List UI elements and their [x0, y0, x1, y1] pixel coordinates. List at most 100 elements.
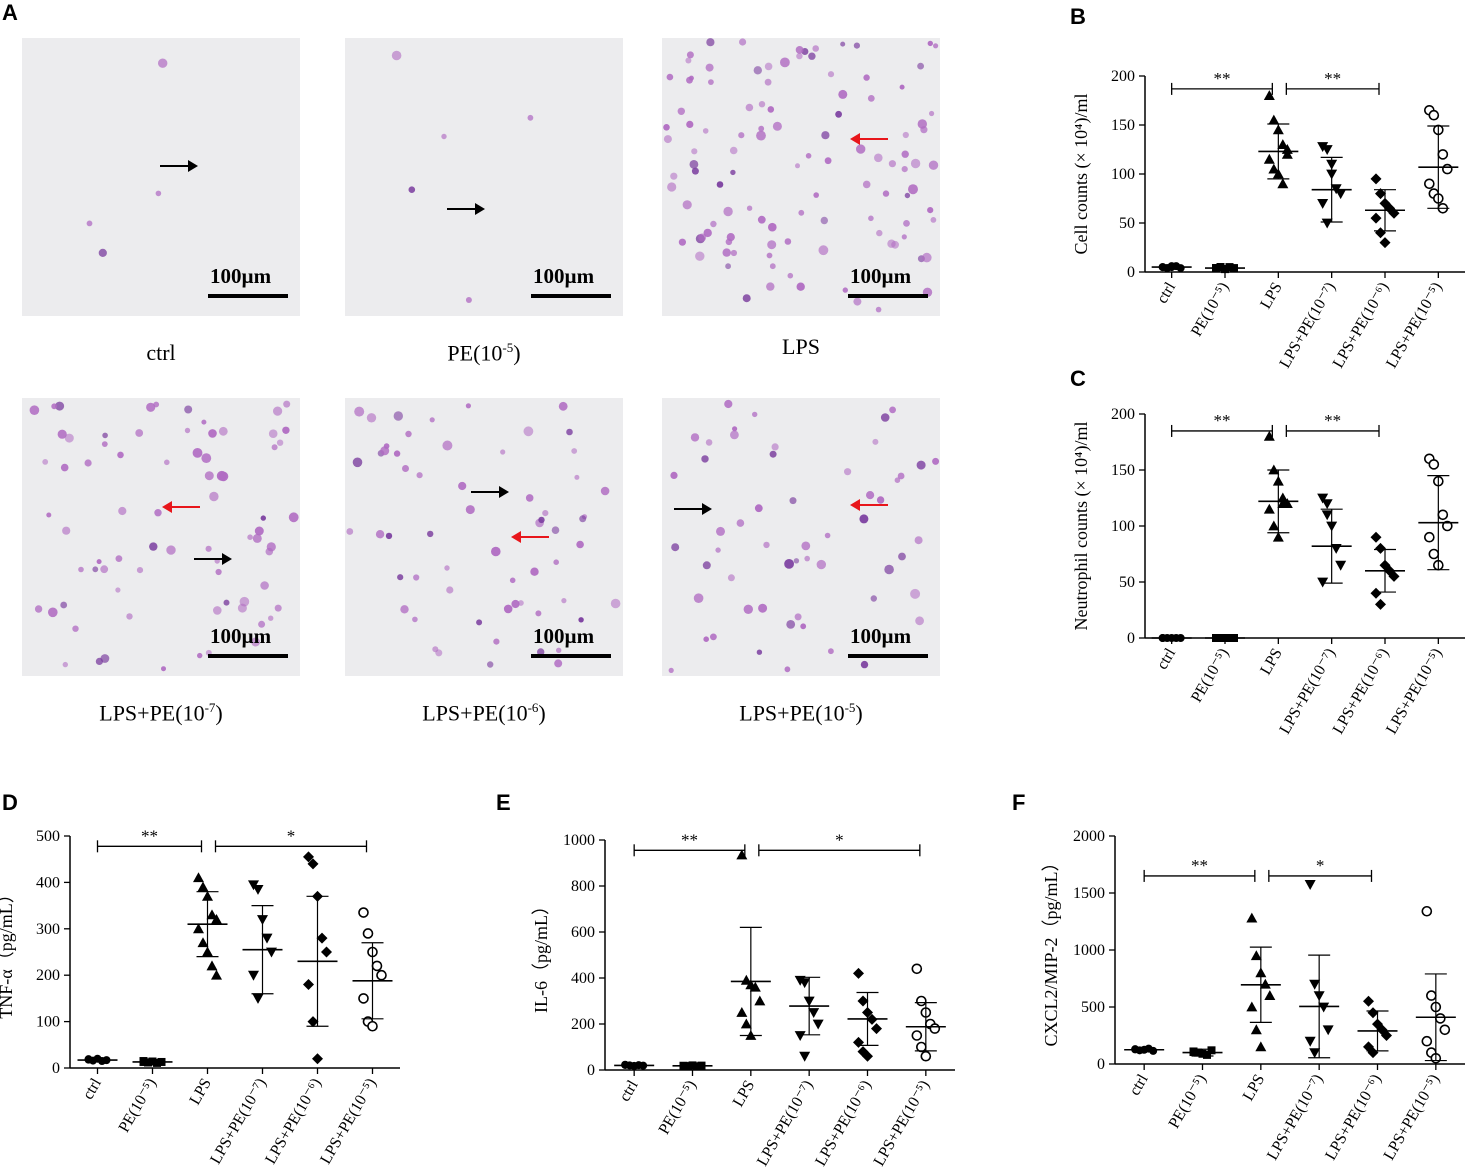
cell: [542, 510, 549, 517]
cell: [153, 401, 160, 408]
cell: [266, 542, 276, 552]
cell: [115, 555, 123, 562]
cell: [197, 652, 203, 659]
cell: [742, 294, 751, 303]
cell: [853, 297, 862, 306]
cell: [727, 574, 735, 582]
data-point: [1309, 1048, 1321, 1059]
cell: [752, 411, 758, 418]
y-tick-label: 200: [36, 967, 60, 984]
x-tick-label: LPS+PE(10⁻⁶): [1322, 1072, 1385, 1164]
cell: [154, 509, 162, 517]
cell: [678, 238, 686, 246]
x-tick-label: PE(10⁻⁵): [656, 1078, 700, 1138]
micrograph-lps: 100µm: [662, 38, 940, 316]
cell: [48, 607, 58, 618]
cell: [205, 545, 212, 552]
cell: [208, 429, 217, 438]
data-point: [1203, 1050, 1211, 1059]
cell: [705, 439, 713, 446]
cell: [184, 427, 191, 434]
y-tick-label: 0: [52, 1060, 60, 1077]
cell: [686, 51, 694, 59]
red-arrow-icon: [162, 501, 200, 513]
data-point: [358, 993, 369, 1004]
cell: [929, 110, 935, 117]
data-point: [740, 1018, 752, 1029]
data-point: [248, 970, 259, 981]
cell: [793, 558, 800, 564]
data-point: [211, 969, 222, 980]
y-tick-label: 100: [1111, 518, 1135, 535]
data-point: [1322, 1025, 1334, 1036]
x-tick-label: PE(10⁻⁵): [1166, 1072, 1210, 1132]
data-point: [1381, 1030, 1392, 1041]
cell: [828, 648, 834, 655]
cell: [408, 186, 416, 193]
cell: [743, 604, 753, 614]
cell: [927, 207, 934, 214]
cell: [932, 457, 940, 465]
cell: [821, 131, 830, 140]
cell: [223, 599, 230, 606]
y-tick-label: 200: [571, 1016, 595, 1033]
x-tick-label: LPS+PE(10⁻⁷): [1276, 646, 1339, 738]
data-point: [1250, 1024, 1262, 1035]
data-point: [303, 851, 314, 863]
cell: [730, 169, 736, 176]
cell: [930, 217, 937, 223]
cell: [95, 657, 103, 665]
panel-label-d: D: [2, 790, 18, 815]
micrograph-pe5: 100µm: [345, 38, 623, 316]
data-point: [197, 881, 209, 892]
scale-bar: [208, 654, 288, 658]
cell: [493, 638, 500, 645]
scale-bar: [848, 294, 928, 298]
cell: [115, 587, 121, 593]
data-point: [1424, 531, 1435, 543]
cell: [576, 540, 584, 549]
data-point: [862, 1050, 873, 1062]
data-point: [857, 995, 869, 1007]
micrograph-caption-lpspe7: LPS+PE(10-7): [99, 700, 223, 726]
data-point: [1428, 548, 1440, 560]
data-point: [252, 884, 264, 895]
cell: [789, 497, 797, 505]
cell: [670, 172, 678, 180]
cell: [758, 125, 765, 132]
cell: [730, 430, 739, 440]
cell: [933, 43, 939, 49]
cell: [784, 238, 792, 245]
cell: [446, 586, 454, 594]
cell: [876, 496, 885, 504]
cell: [880, 413, 890, 422]
x-tick-label: ctrl: [616, 1077, 642, 1104]
cell: [117, 451, 124, 459]
cell: [901, 166, 908, 173]
data-point: [1268, 114, 1280, 125]
cell: [413, 574, 420, 581]
cell: [391, 50, 402, 61]
cell: [771, 443, 779, 451]
cell: [476, 619, 483, 626]
cell: [271, 444, 278, 451]
cell: [668, 667, 674, 673]
data-point: [1375, 188, 1386, 200]
cell: [352, 457, 363, 468]
cell: [51, 403, 58, 410]
data-point: [911, 1030, 923, 1041]
significance-label: **: [1214, 411, 1231, 430]
cell: [671, 543, 680, 552]
cell: [695, 251, 705, 261]
cell: [768, 222, 777, 232]
cell: [838, 89, 848, 99]
data-point: [1421, 905, 1433, 917]
significance-label: *: [287, 826, 296, 845]
cell: [738, 132, 745, 139]
cell: [84, 459, 92, 467]
cell: [677, 107, 685, 116]
x-tick-label: LPS: [730, 1078, 759, 1110]
significance-label: **: [1324, 69, 1341, 88]
cell: [135, 429, 144, 437]
significance-label: **: [1214, 69, 1231, 88]
